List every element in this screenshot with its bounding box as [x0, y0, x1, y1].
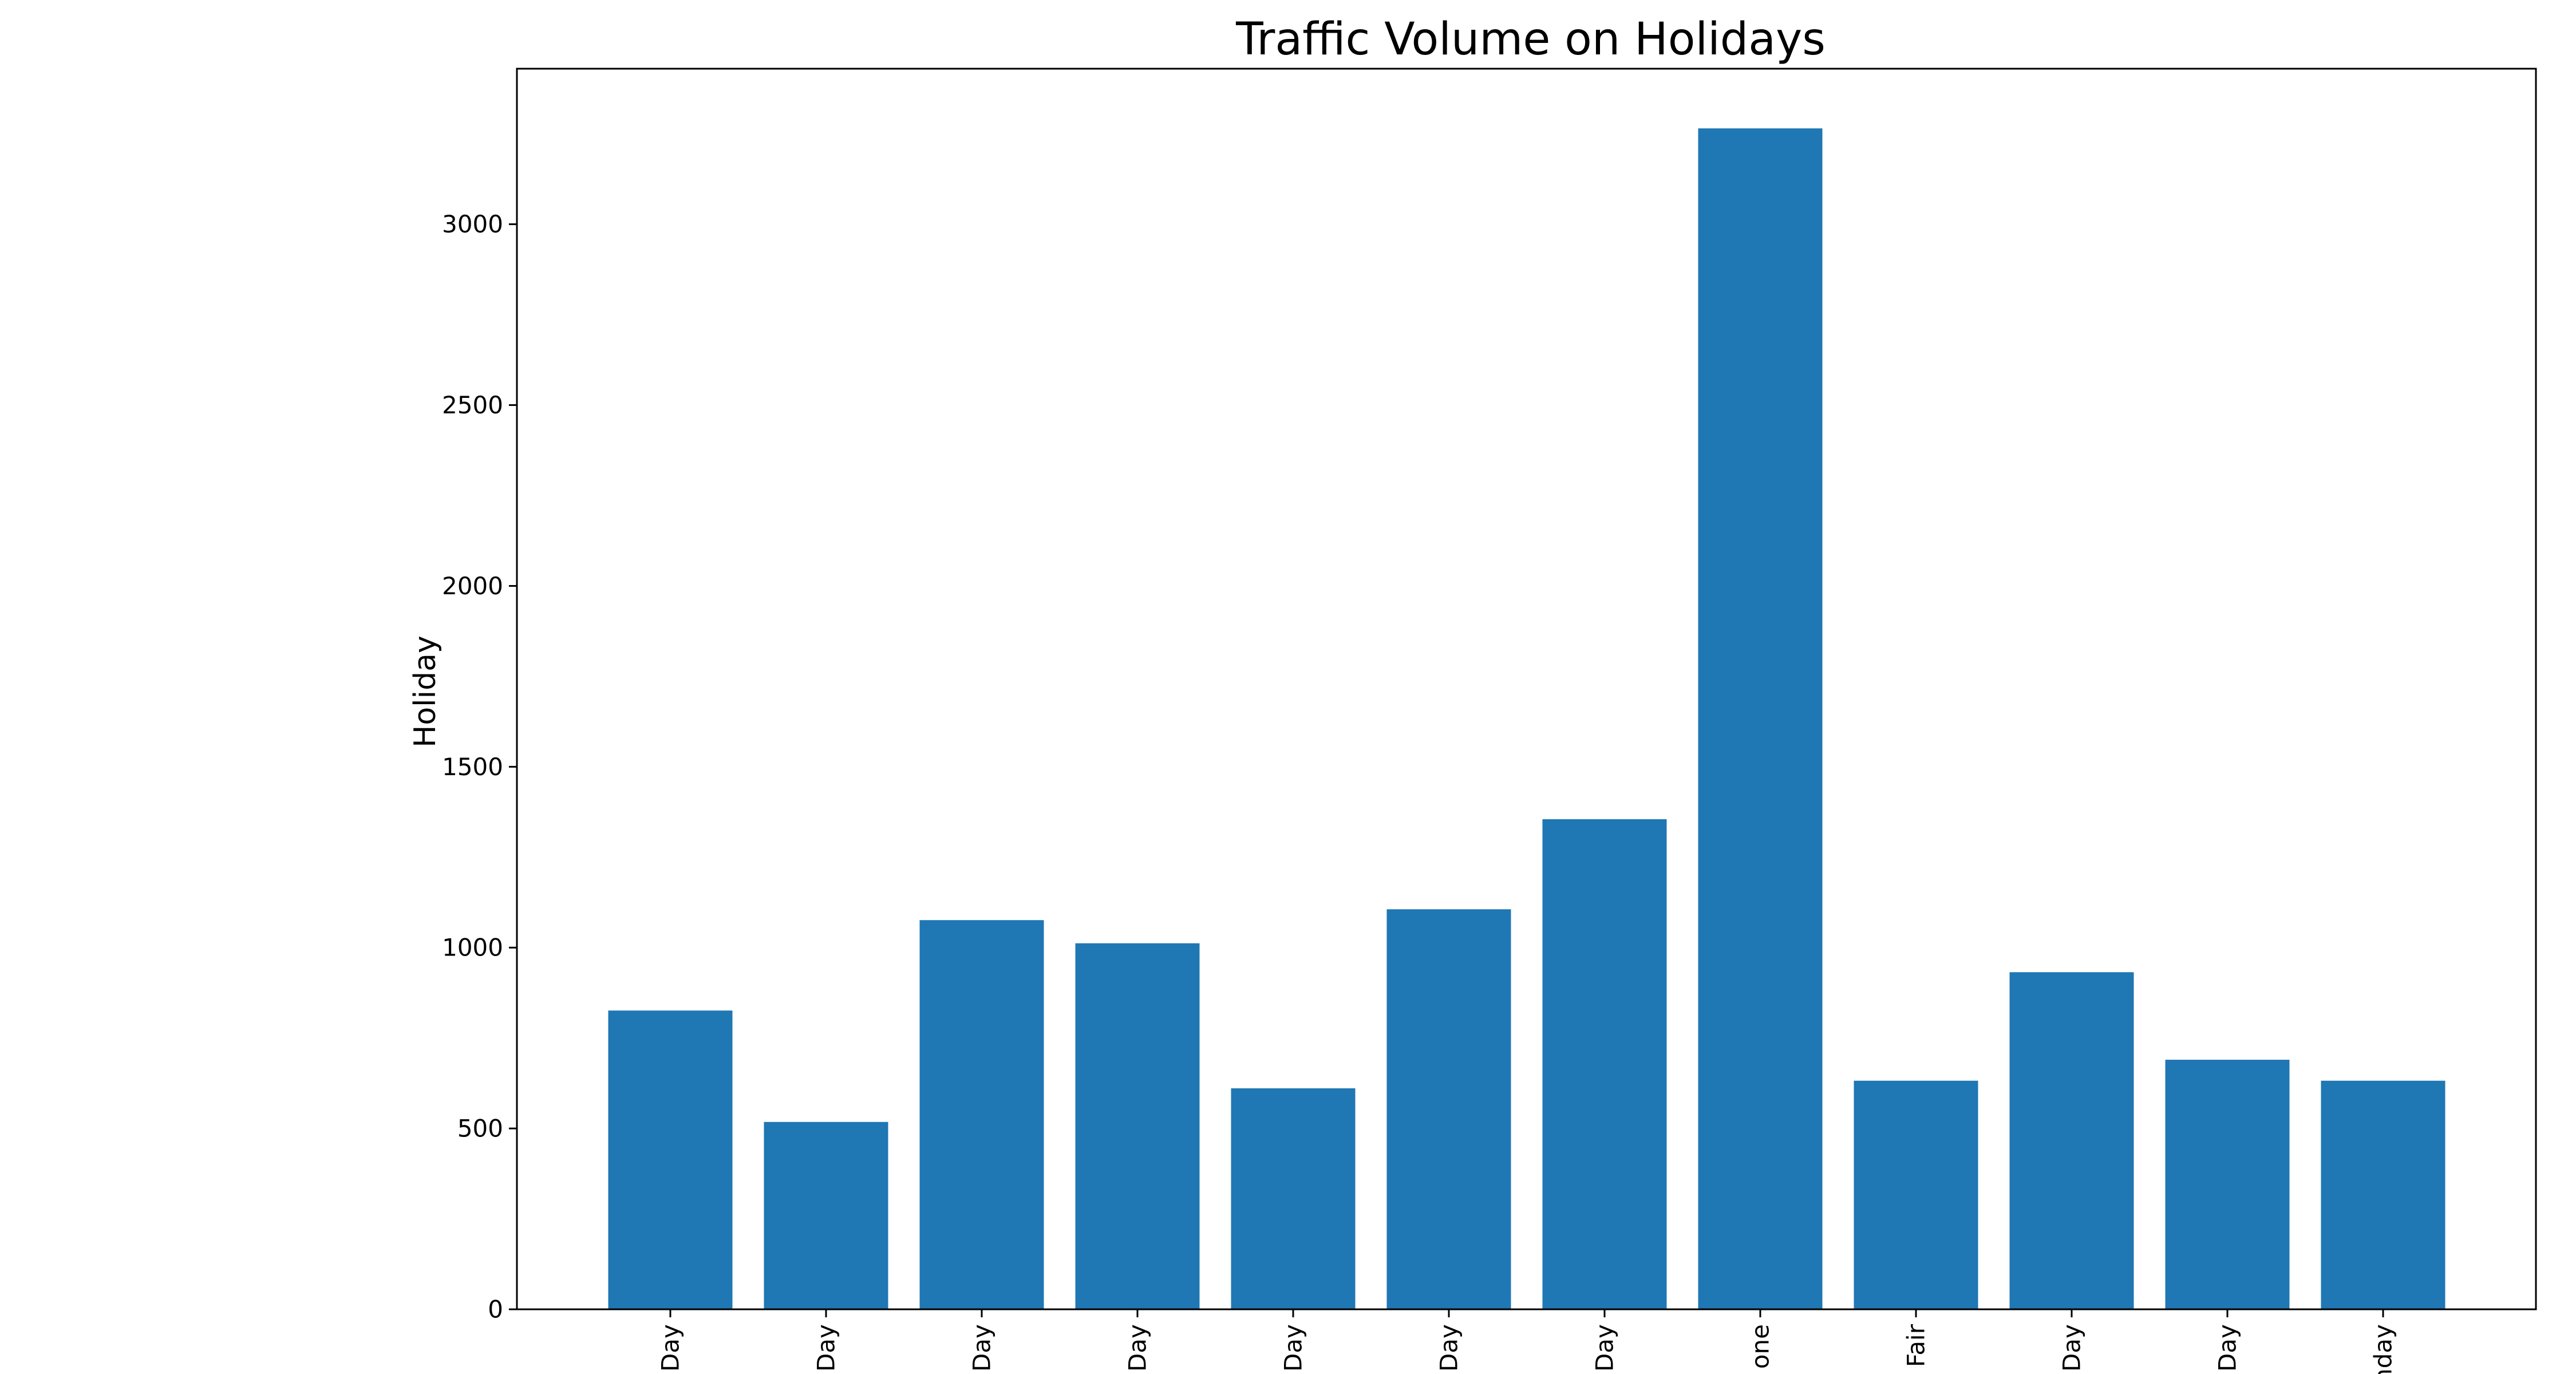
- bar-4: [1075, 943, 1200, 1309]
- x-tick-label-11: Day: [2214, 1324, 2242, 1372]
- bar-7: [1542, 819, 1667, 1309]
- x-tick-label-9: Fair: [1902, 1324, 1930, 1367]
- x-tick-label-4: Day: [1124, 1324, 1152, 1372]
- bar-3: [919, 920, 1044, 1309]
- bars-group: [608, 128, 2445, 1310]
- y-axis-label: Holiday: [408, 635, 442, 747]
- plot-area-frame: [516, 68, 2537, 1310]
- bar-6: [1386, 909, 1511, 1309]
- x-tick-label-7: Day: [1591, 1324, 1619, 1372]
- x-tick-label-2: Day: [812, 1324, 840, 1372]
- x-tick-label-1: Day: [657, 1324, 685, 1372]
- chart-title: Traffic Volume on Holidays: [1235, 14, 1826, 65]
- bar-10: [2009, 972, 2134, 1309]
- x-tick-label-10: Day: [2058, 1324, 2086, 1372]
- x-axis-ticks: Day Day Day Day Day Day Day one Fair Day Day nday: [657, 1309, 2397, 1374]
- x-tick-label-3: Day: [968, 1324, 996, 1372]
- bar-5: [1231, 1088, 1356, 1309]
- bar-1: [608, 1010, 733, 1309]
- x-tick-label-12: nday: [2369, 1324, 2397, 1374]
- bar-8: [1698, 128, 1823, 1310]
- y-tick-label-500: 500: [457, 1115, 503, 1143]
- x-tick-label-8: one: [1747, 1324, 1775, 1369]
- bar-2: [764, 1122, 888, 1309]
- y-axis-ticks: 0 500 1000 1500 2000 2500 3000: [442, 210, 517, 1324]
- y-tick-label-1000: 1000: [442, 934, 503, 962]
- bar-12: [2321, 1080, 2445, 1309]
- y-tick-label-3000: 3000: [442, 210, 503, 238]
- y-tick-label-0: 0: [488, 1296, 503, 1324]
- bar-11: [2165, 1060, 2290, 1309]
- y-tick-label-2500: 2500: [442, 391, 503, 419]
- bar-9: [1854, 1080, 1978, 1309]
- y-tick-label-1500: 1500: [442, 753, 503, 781]
- y-tick-label-2000: 2000: [442, 572, 503, 600]
- x-tick-label-6: Day: [1435, 1324, 1463, 1372]
- x-tick-label-5: Day: [1279, 1324, 1307, 1372]
